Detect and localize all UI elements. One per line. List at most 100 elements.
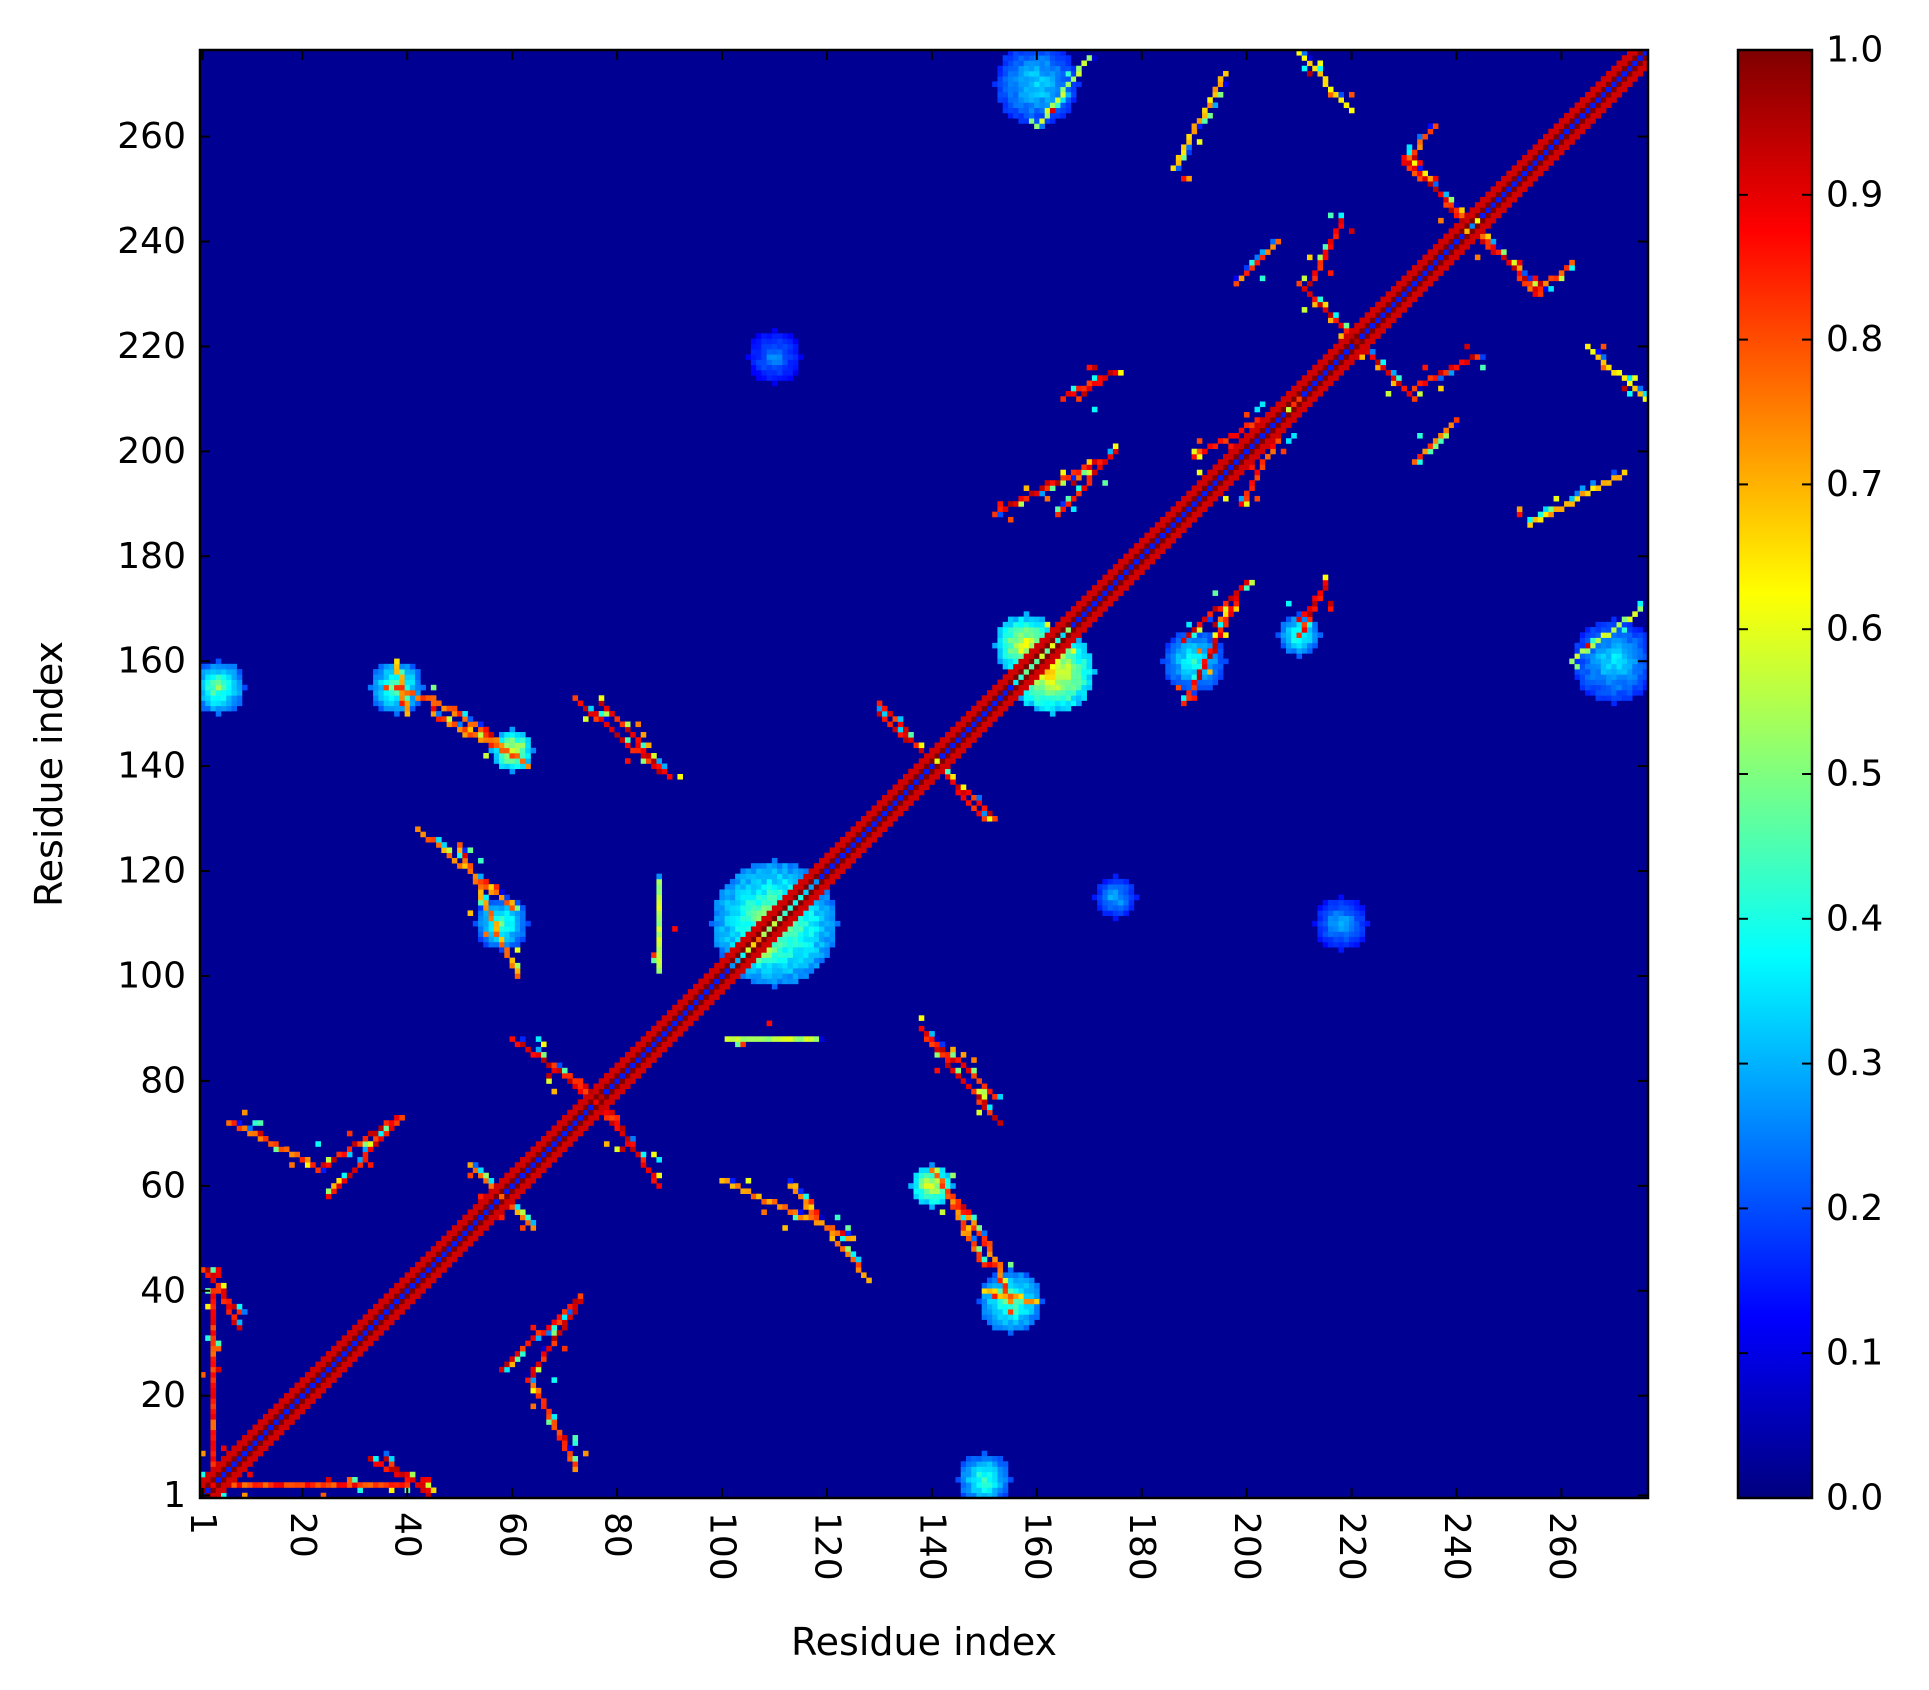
heatmap-cell bbox=[656, 878, 662, 885]
heatmap-cell bbox=[1023, 107, 1030, 114]
heatmap-cell bbox=[1233, 453, 1240, 460]
heatmap-cell bbox=[373, 1330, 384, 1336]
heatmap-cell bbox=[918, 742, 925, 749]
heatmap-cell bbox=[1002, 1314, 1009, 1320]
heatmap-cell bbox=[1028, 700, 1035, 707]
heatmap-cell bbox=[619, 1057, 631, 1063]
heatmap-cell bbox=[567, 1078, 573, 1084]
heatmap-cell bbox=[1301, 637, 1308, 644]
heatmap-cell bbox=[1034, 81, 1040, 88]
heatmap-cell bbox=[310, 1162, 316, 1168]
heatmap-cell bbox=[876, 826, 888, 833]
heatmap-cell bbox=[834, 842, 846, 848]
heatmap-cell bbox=[1385, 307, 1392, 313]
heatmap-cell bbox=[504, 952, 510, 958]
heatmap-cell bbox=[1616, 648, 1623, 654]
heatmap-cell bbox=[792, 354, 799, 360]
heatmap-cell bbox=[997, 1324, 1003, 1331]
heatmap-cell bbox=[1364, 333, 1371, 339]
heatmap-cell bbox=[787, 1036, 794, 1042]
heatmap-cell bbox=[572, 1461, 579, 1467]
heatmap-cell bbox=[645, 1167, 652, 1174]
heatmap-cell bbox=[1028, 669, 1035, 675]
heatmap-cell bbox=[1165, 648, 1171, 654]
heatmap-cell bbox=[462, 857, 468, 864]
heatmap-cell bbox=[331, 1188, 337, 1195]
heatmap-cell bbox=[1590, 648, 1596, 654]
heatmap-cell bbox=[750, 905, 757, 911]
heatmap-cell bbox=[981, 1088, 988, 1095]
heatmap-cell bbox=[1060, 637, 1066, 644]
heatmap-cell bbox=[1175, 648, 1182, 654]
heatmap-cell bbox=[1186, 663, 1192, 670]
heatmap-cell bbox=[992, 1487, 998, 1494]
heatmap-cell bbox=[1007, 1330, 1014, 1336]
heatmap-cell bbox=[1112, 884, 1119, 890]
heatmap-cell bbox=[1611, 642, 1617, 649]
heatmap-cell bbox=[1060, 112, 1066, 119]
heatmap-cell bbox=[761, 343, 773, 350]
heatmap-cell bbox=[1233, 280, 1240, 287]
heatmap-cell bbox=[850, 842, 857, 848]
heatmap-cell bbox=[1280, 637, 1287, 644]
heatmap-cell bbox=[1175, 642, 1182, 649]
heatmap-cell bbox=[1606, 663, 1612, 670]
heatmap-cell bbox=[1191, 648, 1198, 654]
heatmap-cell bbox=[782, 343, 788, 350]
heatmap-cell bbox=[808, 868, 820, 874]
heatmap-cell bbox=[750, 926, 762, 932]
heatmap-cell bbox=[719, 978, 725, 985]
heatmap-cell bbox=[656, 889, 662, 895]
heatmap-cell bbox=[1611, 684, 1617, 691]
heatmap-cell bbox=[1579, 123, 1591, 129]
heatmap-cell bbox=[409, 684, 416, 691]
heatmap-cell bbox=[766, 978, 773, 985]
heatmap-cell bbox=[729, 968, 736, 974]
heatmap-cell bbox=[1018, 60, 1024, 67]
heatmap-cell bbox=[813, 863, 825, 869]
heatmap-cell bbox=[829, 873, 841, 880]
heatmap-cell bbox=[819, 894, 825, 901]
heatmap-cell bbox=[1327, 926, 1334, 932]
heatmap-cell bbox=[777, 926, 788, 932]
heatmap-cell bbox=[1060, 700, 1066, 707]
heatmap-cell bbox=[924, 747, 930, 754]
heatmap-cell bbox=[950, 1172, 956, 1179]
heatmap-cell bbox=[404, 705, 411, 712]
heatmap-cell bbox=[724, 978, 736, 985]
heatmap-cell bbox=[1516, 506, 1523, 512]
heatmap-cell bbox=[918, 1183, 925, 1189]
heatmap-cell bbox=[656, 884, 662, 890]
heatmap-cell bbox=[1044, 632, 1056, 638]
heatmap-cell bbox=[1254, 432, 1261, 439]
heatmap-cell bbox=[1060, 663, 1066, 670]
heatmap-cell bbox=[525, 1151, 537, 1158]
heatmap-cell bbox=[247, 1482, 253, 1488]
heatmap-cell bbox=[257, 1136, 264, 1142]
heatmap-cell bbox=[782, 333, 788, 339]
heatmap-cell bbox=[656, 936, 662, 943]
heatmap-cell bbox=[976, 711, 983, 717]
heatmap-cell bbox=[1301, 55, 1308, 61]
heatmap-cell bbox=[1175, 632, 1182, 638]
heatmap-cell bbox=[1207, 490, 1213, 497]
heatmap-cell bbox=[1018, 97, 1024, 103]
heatmap-cell bbox=[373, 1461, 379, 1467]
heatmap-cell bbox=[1055, 705, 1061, 712]
heatmap-cell bbox=[1590, 97, 1596, 103]
heatmap-cell bbox=[813, 905, 820, 911]
heatmap-cell bbox=[1065, 391, 1072, 397]
heatmap-cell bbox=[1443, 233, 1455, 240]
heatmap-cell bbox=[944, 742, 951, 749]
heatmap-cell bbox=[394, 663, 400, 670]
heatmap-cell bbox=[1028, 642, 1035, 649]
heatmap-cell bbox=[1291, 632, 1297, 638]
heatmap-cell bbox=[551, 1151, 563, 1158]
heatmap-cell bbox=[950, 726, 962, 733]
heatmap-cell bbox=[556, 1062, 563, 1069]
heatmap-cell bbox=[1259, 443, 1271, 450]
heatmap-cell bbox=[1223, 469, 1229, 476]
y-tick-label: 180 bbox=[117, 536, 186, 577]
heatmap-cell bbox=[1018, 1288, 1024, 1294]
heatmap-cell bbox=[1217, 653, 1224, 659]
